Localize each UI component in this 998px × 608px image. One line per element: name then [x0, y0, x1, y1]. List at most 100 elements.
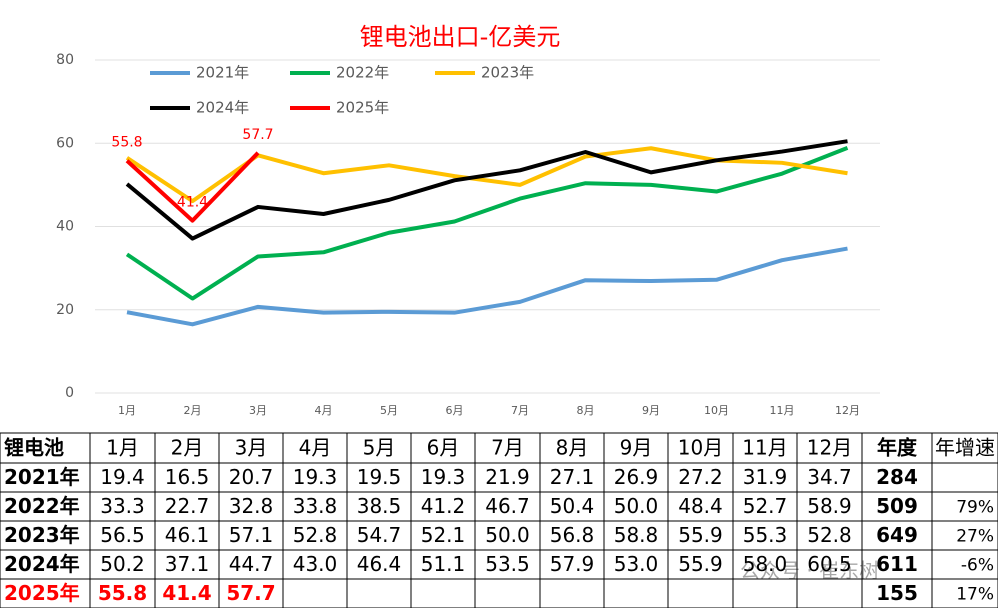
watermark: 公众号 · 崔东树 — [740, 559, 879, 583]
table-header-cell: 锂电池 — [4, 436, 64, 460]
table-cell: 58.9 — [807, 494, 852, 518]
table-header-cell: 6月 — [427, 436, 460, 460]
table-cell: 2023年 — [4, 523, 80, 547]
table-cell: 50.0 — [485, 523, 530, 547]
table-cell: 33.8 — [293, 494, 338, 518]
table-cell: 46.4 — [357, 552, 402, 576]
table-cell: 52.1 — [421, 523, 466, 547]
series-line — [125, 139, 848, 241]
legend-label: 2023年 — [481, 64, 534, 82]
table-cell: 46.1 — [165, 523, 210, 547]
table-cell: 38.5 — [357, 494, 402, 518]
table-cell: 2022年 — [4, 494, 80, 518]
table-header-cell: 年度 — [877, 436, 918, 460]
table-cell: 2025年 — [4, 581, 80, 605]
table-cell: 19.3 — [421, 465, 466, 489]
table-cell: 56.8 — [550, 523, 595, 547]
table-cell: 55.3 — [743, 523, 788, 547]
table-cell: 27.1 — [550, 465, 595, 489]
y-tick-label: 40 — [56, 219, 74, 235]
legend-label: 2021年 — [196, 64, 249, 82]
chart-title: 锂电池出口-亿美元 — [360, 23, 561, 51]
x-tick-label: 7月 — [511, 404, 529, 417]
table-header-cell: 1月 — [106, 436, 139, 460]
table-cell: 20.7 — [229, 465, 274, 489]
x-tick-label: 2月 — [184, 404, 202, 417]
table-header-cell: 5月 — [363, 436, 396, 460]
table-cell: 41.4 — [162, 581, 211, 605]
table-header-cell: 3月 — [235, 436, 268, 460]
x-tick-label: 4月 — [315, 404, 333, 417]
table-header-cell: 12月 — [807, 436, 852, 460]
table-cell: 57.7 — [226, 581, 275, 605]
data-label: 41.4 — [177, 195, 208, 211]
table-header-cell: 7月 — [491, 436, 524, 460]
y-tick-label: 80 — [56, 52, 74, 68]
table-cell: 27.2 — [678, 465, 723, 489]
table-cell: 55.8 — [98, 581, 147, 605]
table-cell: 19.5 — [357, 465, 402, 489]
table-cell: 16.5 — [165, 465, 210, 489]
series-line — [126, 246, 848, 327]
table-cell: 19.3 — [293, 465, 338, 489]
table-cell: 611 — [876, 552, 918, 576]
table-header-cell: 11月 — [742, 436, 787, 460]
table-cell: 2021年 — [4, 465, 80, 489]
table-cell: 22.7 — [165, 494, 210, 518]
table-cell: 155 — [876, 581, 918, 605]
table-cell: 21.9 — [485, 465, 530, 489]
table-cell: 58.8 — [614, 523, 659, 547]
table-cell: -6% — [961, 556, 994, 576]
table-cell: 55.9 — [678, 523, 723, 547]
table-cell: 51.1 — [421, 552, 466, 576]
table-cell: 53.0 — [614, 552, 659, 576]
series-line — [125, 145, 849, 301]
table-cell: 52.7 — [743, 494, 788, 518]
data-label: 55.8 — [111, 135, 142, 151]
table-cell: 46.7 — [485, 494, 530, 518]
table-header-cell: 10月 — [678, 436, 723, 460]
x-tick-label: 11月 — [770, 404, 795, 417]
y-tick-label: 0 — [65, 385, 74, 401]
table-header-cell: 4月 — [299, 436, 332, 460]
x-tick-label: 9月 — [642, 404, 660, 417]
table-cell: 55.9 — [678, 552, 723, 576]
table-cell: 57.1 — [229, 523, 274, 547]
table-cell: 2024年 — [4, 552, 80, 576]
table-cell: 50.4 — [550, 494, 595, 518]
table-cell: 284 — [876, 465, 918, 489]
table-cell: 41.2 — [421, 494, 466, 518]
table-cell: 31.9 — [743, 465, 788, 489]
table-cell: 33.3 — [100, 494, 145, 518]
y-tick-label: 60 — [56, 135, 74, 151]
table-cell: 58.0 — [743, 552, 788, 576]
table-cell: 32.8 — [229, 494, 274, 518]
series-line — [125, 151, 260, 223]
x-tick-label: 8月 — [577, 404, 595, 417]
table-cell: 57.9 — [550, 552, 595, 576]
table-cell: 48.4 — [678, 494, 723, 518]
table-header-cell: 8月 — [556, 436, 589, 460]
legend-label: 2022年 — [336, 64, 389, 82]
table-cell: 79% — [956, 498, 994, 518]
table-cell: 34.7 — [807, 465, 852, 489]
table-cell: 19.4 — [100, 465, 145, 489]
table-cell: 26.9 — [614, 465, 659, 489]
x-tick-label: 5月 — [380, 404, 398, 417]
table-header-cell: 9月 — [620, 436, 653, 460]
table-cell: 60.5 — [807, 552, 852, 576]
table-cell: 50.2 — [100, 552, 145, 576]
x-tick-label: 1月 — [118, 404, 136, 417]
data-label: 57.7 — [242, 127, 273, 143]
table-header-cell: 2月 — [171, 436, 204, 460]
legend-label: 2024年 — [196, 99, 249, 117]
table-cell: 56.5 — [100, 523, 145, 547]
table-cell: 43.0 — [293, 552, 338, 576]
x-tick-label: 12月 — [835, 404, 860, 417]
table-cell: 52.8 — [807, 523, 852, 547]
table-cell: 27% — [956, 527, 994, 547]
x-tick-label: 10月 — [704, 404, 729, 417]
legend-label: 2025年 — [336, 99, 389, 117]
